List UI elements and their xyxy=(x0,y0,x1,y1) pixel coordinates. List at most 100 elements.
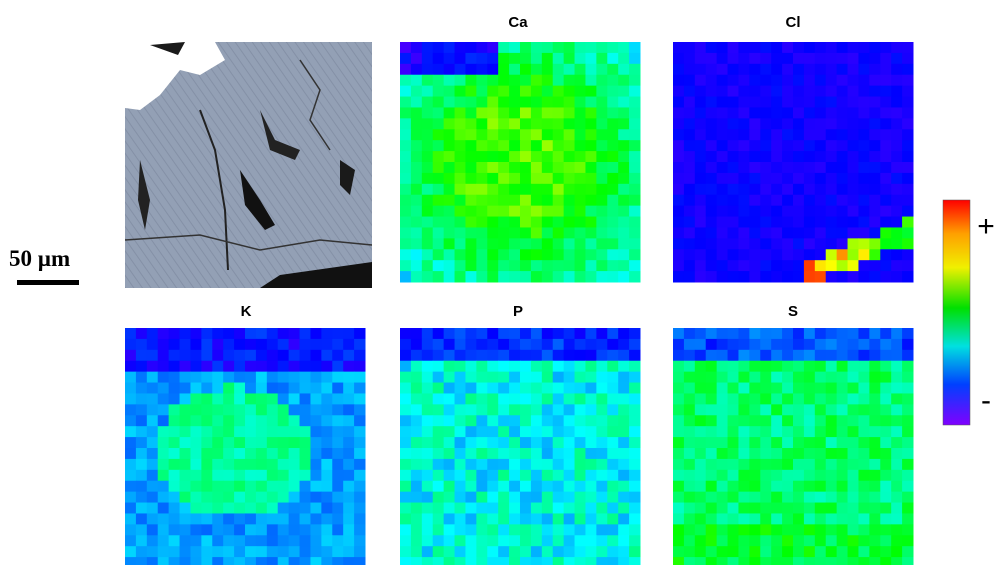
map-cell xyxy=(782,162,794,174)
map-cell xyxy=(585,393,597,405)
map-cell xyxy=(168,371,181,384)
map-cell xyxy=(288,513,301,525)
map-cell xyxy=(749,546,761,558)
map-cell xyxy=(760,63,772,76)
map-cell xyxy=(509,382,521,394)
map-cell xyxy=(277,557,290,565)
map-cell xyxy=(683,118,696,130)
map-cell xyxy=(520,227,532,239)
map-cell xyxy=(825,107,838,119)
map-cell xyxy=(847,118,859,130)
map-cell xyxy=(530,140,543,152)
map-cell xyxy=(223,437,235,449)
map-cell xyxy=(465,238,477,250)
map-cell xyxy=(400,437,412,449)
map-cell xyxy=(332,546,344,558)
map-cell xyxy=(771,502,783,514)
map-cell xyxy=(332,393,344,405)
map-cell xyxy=(563,63,576,76)
map-cell xyxy=(880,415,892,427)
map-cell xyxy=(858,491,870,504)
map-cell xyxy=(476,371,488,384)
map-cell xyxy=(618,151,630,163)
map-cell xyxy=(552,349,565,362)
map-cell xyxy=(607,393,619,405)
map-cell xyxy=(683,162,696,174)
map-cell xyxy=(125,458,137,471)
map-cell xyxy=(738,271,750,283)
map-cell xyxy=(563,260,576,272)
map-cell xyxy=(563,118,576,130)
map-cell xyxy=(465,42,477,54)
map-cell xyxy=(825,535,838,547)
map-cell xyxy=(530,491,543,504)
map-cell xyxy=(891,52,903,65)
map-cell xyxy=(574,480,586,493)
map-cell xyxy=(157,502,170,514)
map-cell xyxy=(410,458,423,471)
map-cell xyxy=(410,74,423,87)
map-cell xyxy=(629,129,641,141)
map-cell xyxy=(288,469,301,482)
map-cell xyxy=(629,238,641,250)
map-cell xyxy=(793,458,805,471)
map-cell xyxy=(574,74,586,87)
map-cell xyxy=(443,557,456,565)
map-cell xyxy=(814,172,827,185)
map-cell xyxy=(629,437,641,449)
map-cell xyxy=(727,546,739,558)
map-cell xyxy=(825,382,838,394)
map-cell xyxy=(760,491,772,504)
map-cell xyxy=(454,118,466,130)
map-cell xyxy=(476,183,488,196)
map-cell xyxy=(212,338,224,351)
map-cell xyxy=(454,448,466,460)
map-cell xyxy=(749,107,761,119)
map-cell xyxy=(520,260,532,272)
map-cell xyxy=(803,557,816,565)
map-cell xyxy=(288,448,301,460)
map-cell xyxy=(825,349,838,362)
map-cell xyxy=(705,546,718,558)
map-cell xyxy=(354,404,366,416)
map-cell xyxy=(596,216,608,228)
map-cell xyxy=(190,404,202,416)
map-cell xyxy=(705,74,718,87)
map-cell xyxy=(332,491,344,504)
map-cell xyxy=(443,183,456,196)
map-cell xyxy=(454,42,466,54)
map-cell xyxy=(288,546,301,558)
map-cell xyxy=(574,238,586,250)
map-cell xyxy=(410,448,423,460)
map-cell xyxy=(585,557,597,565)
map-cell xyxy=(421,557,434,565)
map-cell xyxy=(332,458,344,471)
map-title: K xyxy=(241,303,252,320)
map-cell xyxy=(443,393,456,405)
map-cell xyxy=(793,85,805,98)
map-cell xyxy=(266,371,279,384)
map-cell xyxy=(552,52,565,65)
map-cell xyxy=(354,535,366,547)
map-cell xyxy=(629,52,641,65)
map-cell xyxy=(212,480,224,493)
map-cell xyxy=(683,491,696,504)
map-cell xyxy=(858,85,870,98)
map-cell xyxy=(125,338,137,351)
map-cell xyxy=(803,448,816,460)
map-cell xyxy=(520,415,532,427)
map-cell xyxy=(596,404,608,416)
map-cell xyxy=(498,52,510,65)
map-cell xyxy=(847,513,859,525)
map-cell xyxy=(487,42,499,54)
map-cell xyxy=(465,415,477,427)
map-cell xyxy=(836,118,849,130)
map-cell xyxy=(738,502,750,514)
map-cell xyxy=(487,382,499,394)
map-cell xyxy=(201,393,213,405)
map-cell xyxy=(880,546,892,558)
map-cell xyxy=(520,404,532,416)
map-cell xyxy=(179,557,191,565)
map-cell xyxy=(432,63,445,76)
map-cell xyxy=(487,458,499,471)
